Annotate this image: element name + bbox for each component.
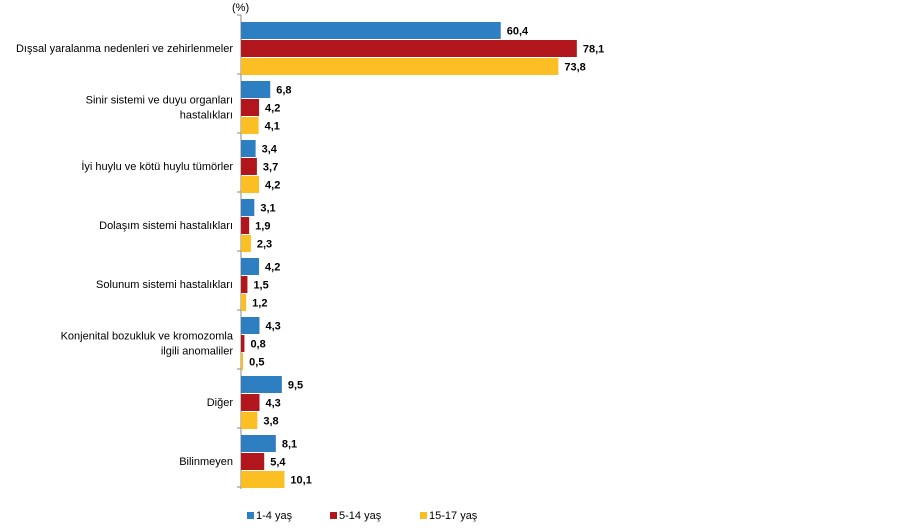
value-label: 10,1	[290, 474, 311, 486]
value-label: 6,8	[276, 84, 291, 96]
category-label: Diğer	[207, 397, 234, 409]
bar	[241, 376, 282, 393]
value-label: 4,2	[265, 102, 280, 114]
value-label: 0,8	[250, 338, 265, 350]
category-label: Dışsal yaralanma nedenleri ve zehirlenme…	[16, 43, 233, 55]
value-label: 73,8	[564, 61, 585, 73]
legend-swatch	[247, 512, 254, 519]
bar	[241, 276, 248, 293]
bar	[241, 22, 501, 39]
bar	[241, 258, 260, 275]
bar	[241, 140, 256, 157]
value-label: 8,1	[282, 438, 297, 450]
category-label: Sinir sistemi ve duyu organları	[86, 94, 233, 106]
bar	[241, 176, 260, 193]
bar	[241, 235, 251, 252]
value-label: 4,1	[265, 120, 280, 132]
category-label: Bilinmeyen	[179, 456, 233, 468]
bar	[241, 199, 255, 216]
value-label: 4,2	[265, 179, 280, 191]
unit-label: (%)	[232, 2, 249, 14]
category-label: Dolaşım sistemi hastalıkları	[99, 220, 233, 232]
bar	[241, 58, 559, 75]
value-label: 3,4	[262, 143, 278, 155]
value-label: 3,7	[263, 161, 278, 173]
value-label: 9,5	[288, 379, 303, 391]
value-label: 3,1	[260, 202, 275, 214]
legend-swatch	[330, 512, 337, 519]
value-label: 1,5	[253, 279, 268, 291]
value-label: 5,4	[270, 456, 286, 468]
bar	[241, 394, 260, 411]
legend-label: 1-4 yaş	[256, 510, 293, 522]
value-label: 60,4	[507, 25, 529, 37]
value-label: 1,2	[252, 297, 267, 309]
bar	[241, 117, 259, 134]
legend-label: 15-17 yaş	[429, 510, 478, 522]
legend-swatch	[420, 512, 427, 519]
bar	[241, 335, 245, 352]
category-label: Konjenital bozukluk ve kromozomla	[61, 330, 234, 342]
value-label: 4,3	[265, 320, 280, 332]
bar	[241, 412, 258, 429]
category-label: hastalıkları	[180, 109, 233, 121]
category-label: ilgili anomaliler	[161, 345, 233, 357]
category-label: İyi huylu ve kötü huylu tümörler	[81, 160, 233, 173]
bar	[241, 40, 577, 57]
bar	[241, 435, 276, 452]
bar	[241, 81, 271, 98]
bar	[241, 217, 250, 234]
legend-label: 5-14 yaş	[339, 510, 382, 522]
bar	[241, 353, 244, 370]
value-label: 2,3	[257, 238, 272, 250]
bar	[241, 99, 260, 116]
bar	[241, 294, 247, 311]
value-label: 0,5	[249, 356, 264, 368]
value-label: 78,1	[583, 43, 604, 55]
bar	[241, 317, 260, 334]
category-label: Solunum sistemi hastalıkları	[96, 279, 233, 291]
value-label: 4,3	[265, 397, 280, 409]
bar	[241, 158, 257, 175]
value-label: 3,8	[263, 415, 278, 427]
value-label: 1,9	[255, 220, 270, 232]
value-label: 4,2	[265, 261, 280, 273]
bar	[241, 471, 285, 488]
bar	[241, 453, 265, 470]
